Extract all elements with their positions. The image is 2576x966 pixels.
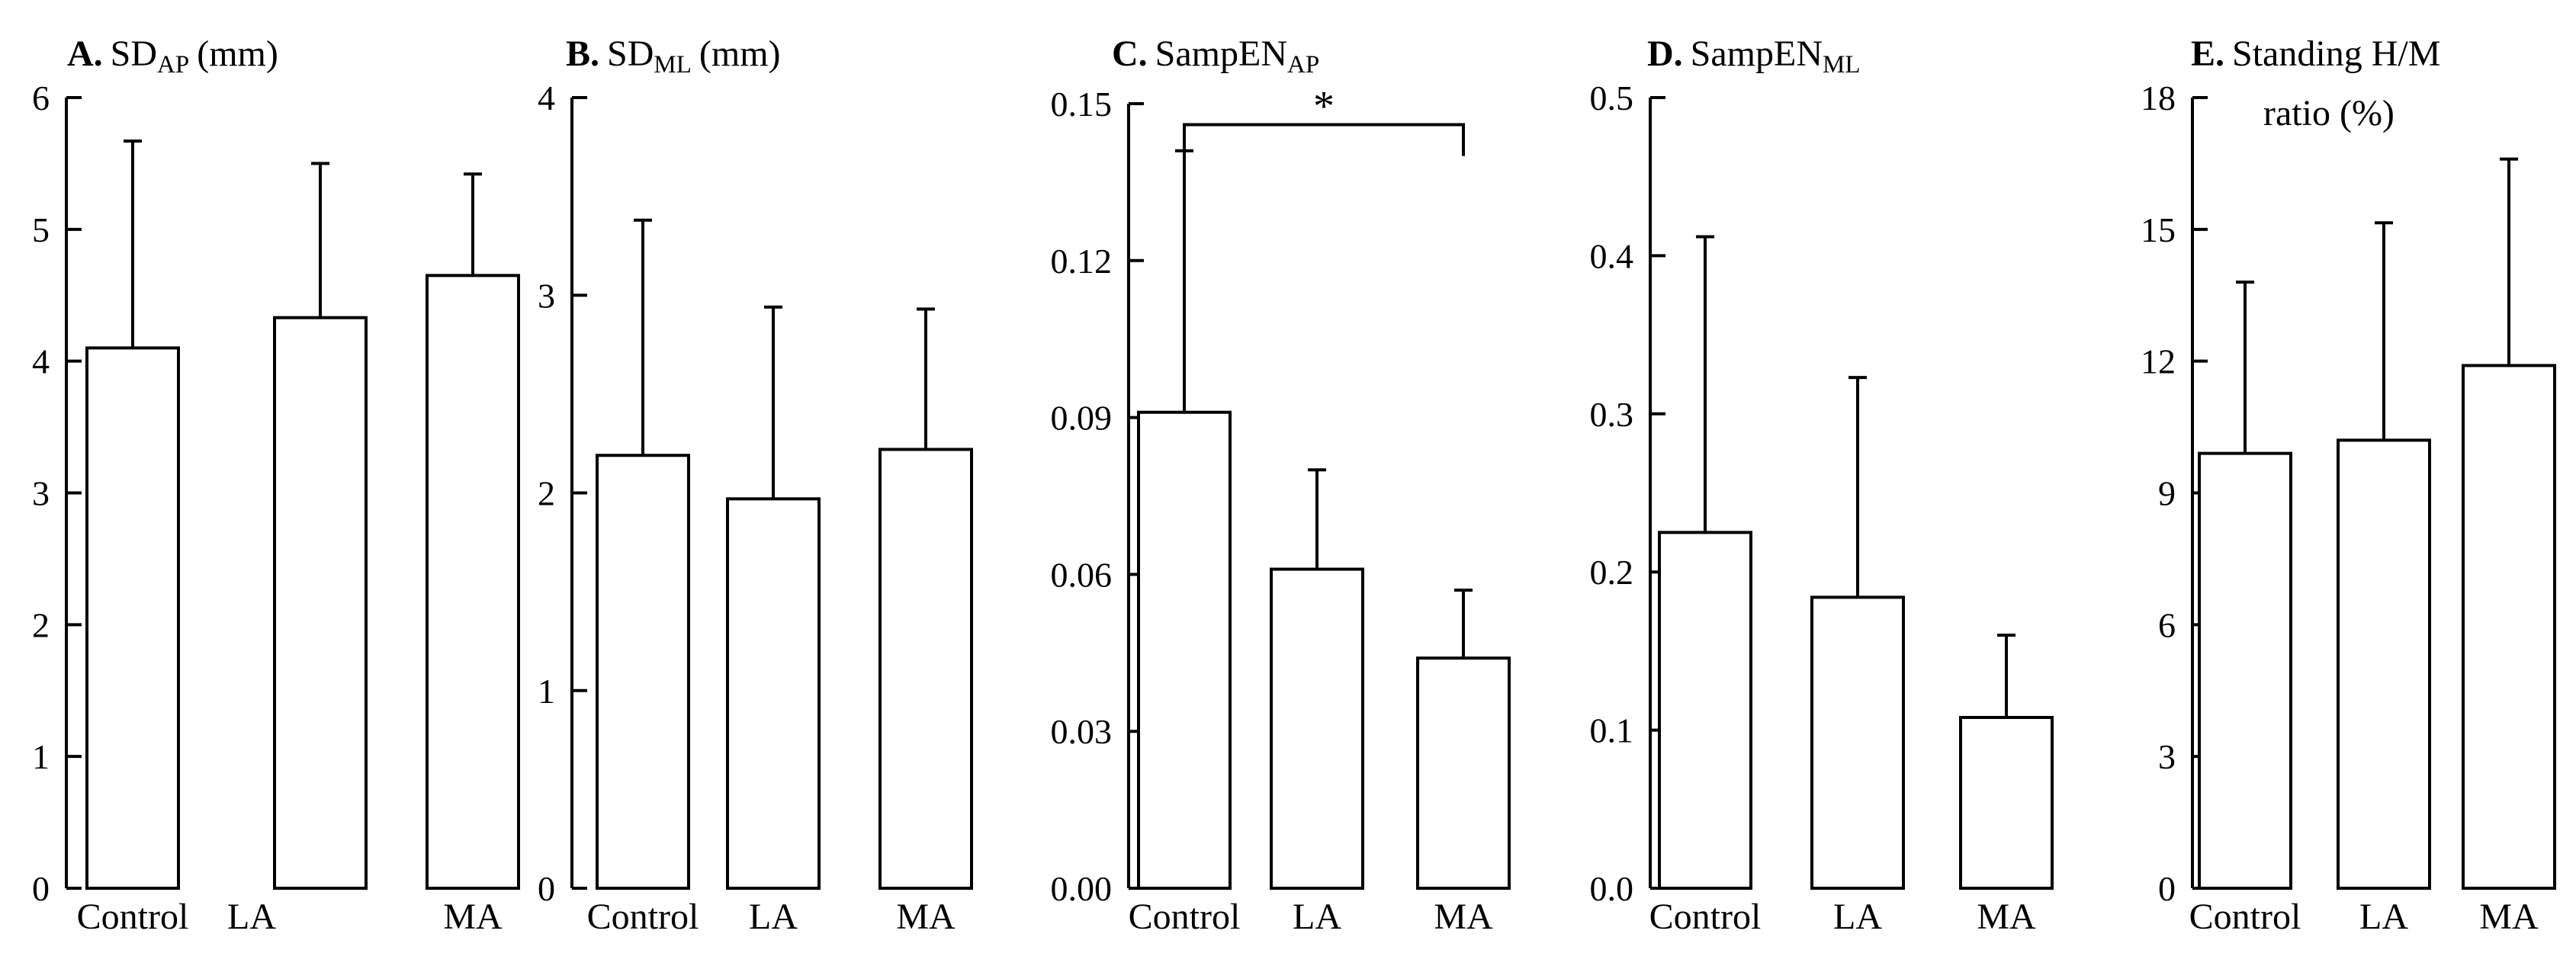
panel-e-category-label: LA — [2359, 897, 2408, 937]
panel-e-category-label: MA — [2479, 897, 2539, 937]
panel-b-category-label: LA — [749, 897, 798, 937]
panel-c-ytick-label: 0.09 — [1051, 399, 1113, 438]
panel-a-ytick-label: 2 — [32, 605, 50, 644]
panel-a-bar — [273, 316, 368, 890]
panel-c-bar — [1270, 567, 1364, 890]
panel-c-ytick-label: 0.12 — [1051, 242, 1113, 281]
panel-e-title-line2: ratio (%) — [2263, 93, 2395, 133]
panel-d-category-label: MA — [1977, 897, 2036, 937]
panel-b-ytick-label: 0 — [538, 869, 555, 908]
panel-a-ytick-label: 0 — [32, 869, 50, 908]
panel-c-bar — [1416, 656, 1511, 890]
panel-a-ytick-label: 1 — [32, 737, 50, 776]
panel-c-ytick-label: 0.06 — [1051, 555, 1113, 594]
panel-a-ytick-label: 6 — [32, 79, 50, 117]
panel-b-ytick-label: 1 — [538, 672, 555, 711]
panel-e-ytick-label: 18 — [2141, 79, 2176, 117]
panel-a-ytick-label: 4 — [32, 342, 50, 381]
panel-a-category-label: LA — [227, 897, 276, 937]
panel-b: B. SDML (mm) 0 1 2 3 4 Control LA MA — [538, 34, 973, 937]
panel-c-bar — [1137, 410, 1232, 890]
panel-e: E. Standing H/M ratio (%) 0 3 6 9 12 15 18 Contr… — [2141, 34, 2556, 937]
panel-c-ytick-label: 0.00 — [1051, 869, 1113, 908]
panel-d-ytick-label: 0.4 — [1590, 236, 1634, 275]
panel-d: D. SampENML 0.0 0.1 0.2 0.3 0.4 0.5 Control LA MA — [1590, 34, 2054, 937]
panel-c-significance-bracket — [1183, 123, 1465, 156]
panel-a-ytick-label: 3 — [32, 474, 50, 513]
panel-a-category-label: Control — [77, 897, 189, 937]
panel-b-category-label: MA — [896, 897, 956, 937]
panel-b-ytick-label: 3 — [538, 276, 555, 315]
panel-d-category-label: LA — [1833, 897, 1882, 937]
panel-e-ytick-label: 3 — [2158, 737, 2176, 776]
panel-a-category-label: MA — [443, 897, 503, 937]
panel-b-category-label: Control — [587, 897, 699, 937]
panel-c-title: C. SampENAP — [1112, 34, 1319, 79]
panel-e-ytick-label: 9 — [2158, 474, 2176, 513]
panel-c-category-label: MA — [1434, 897, 1493, 937]
panel-e-bar — [2462, 364, 2556, 890]
panel-c-ytick-label: 0.03 — [1051, 712, 1113, 751]
panel-b-ytick-label: 4 — [538, 79, 555, 117]
panel-d-bar — [1658, 531, 1752, 890]
panel-a-bar — [85, 346, 180, 890]
panel-d-ytick-label: 0.3 — [1590, 395, 1634, 434]
panel-e-title: E. Standing H/M — [2191, 34, 2440, 74]
panel-e-ytick-label: 15 — [2141, 210, 2176, 249]
panel-e-bar — [2198, 451, 2292, 890]
panel-c-category-label: LA — [1293, 897, 1341, 937]
panel-e-bar — [2337, 438, 2431, 890]
panel-b-title: B. SDML (mm) — [566, 34, 781, 79]
panel-c: C. SampENAP 0.00 0.03 0.06 0.09 0.12 0.15 Contr… — [1051, 34, 1511, 937]
panel-e-ytick-label: 12 — [2141, 342, 2176, 381]
panel-e-ytick-label: 0 — [2158, 869, 2176, 908]
panel-c-category-label: Control — [1129, 897, 1241, 937]
panel-d-ytick-label: 0.5 — [1590, 79, 1634, 117]
panel-b-bar — [878, 448, 973, 890]
panel-b-bar — [596, 454, 690, 890]
panel-d-bar — [1810, 595, 1905, 890]
panel-d-bar — [1959, 716, 2054, 890]
panel-a-ytick-label: 5 — [32, 210, 50, 249]
panel-d-ytick-label: 0.0 — [1590, 869, 1634, 908]
panel-c-ytick-label: 0.15 — [1051, 85, 1113, 124]
panel-c-significance-star: * — [1313, 82, 1335, 130]
panel-b-bar — [726, 497, 821, 891]
panel-d-ytick-label: 0.1 — [1590, 711, 1634, 750]
panel-d-category-label: Control — [1649, 897, 1762, 937]
panel-b-ytick-label: 2 — [538, 474, 555, 513]
panel-d-title: D. SampENML — [1647, 34, 1861, 79]
panel-e-ytick-label: 6 — [2158, 605, 2176, 644]
panel-a: A. SDAP (mm) 0 1 2 3 4 5 6 Control LA MA — [32, 34, 520, 937]
panel-a-title: A. SDAP (mm) — [67, 34, 278, 79]
panel-e-category-label: Control — [2189, 897, 2301, 937]
panel-a-bar — [426, 274, 520, 890]
panel-d-ytick-label: 0.2 — [1590, 553, 1634, 592]
